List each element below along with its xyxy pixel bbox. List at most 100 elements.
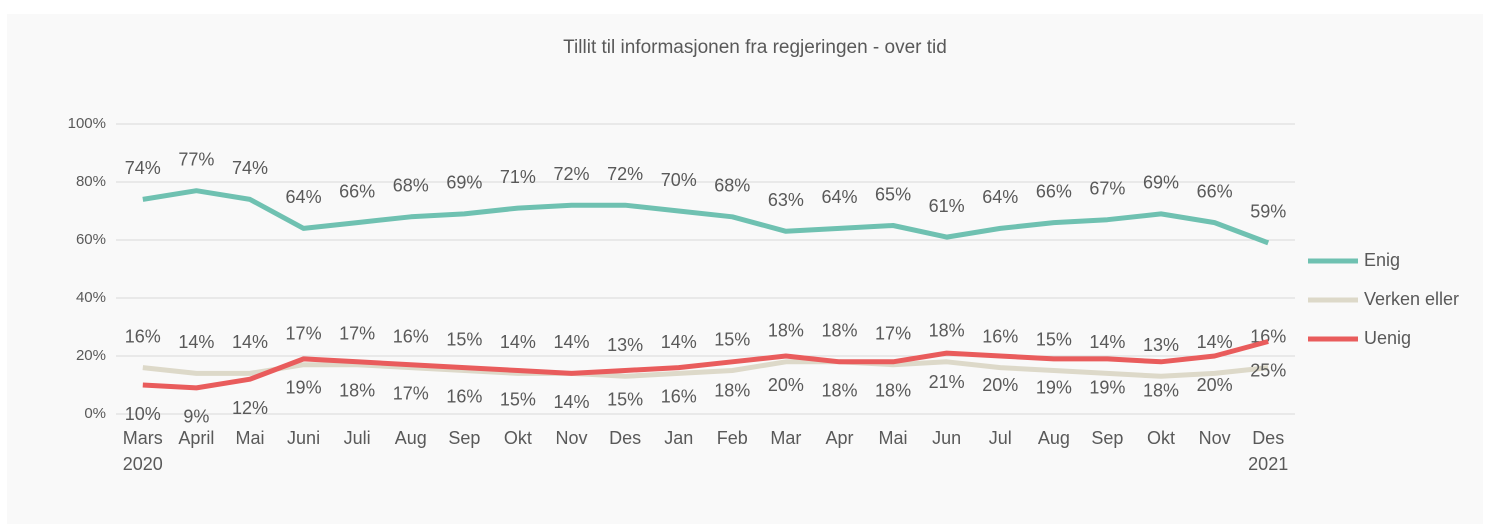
data-label: 61%	[929, 196, 965, 216]
x-tick-label: Jul	[989, 428, 1012, 448]
data-label: 17%	[875, 323, 911, 343]
data-label: 68%	[714, 176, 750, 196]
data-label: 14%	[554, 332, 590, 352]
y-tick-label: 60%	[76, 231, 106, 248]
data-label: 25%	[1250, 360, 1286, 380]
data-label: 17%	[393, 383, 429, 403]
data-label: 71%	[500, 167, 536, 187]
data-label: 14%	[554, 392, 590, 412]
data-label: 20%	[982, 375, 1018, 395]
x-tick-label: Mai	[879, 428, 908, 448]
x-tick-label: Feb	[717, 428, 748, 448]
data-label: 66%	[1036, 181, 1072, 201]
data-label: 18%	[714, 381, 750, 401]
data-label: 77%	[178, 149, 214, 169]
y-tick-label: 0%	[84, 405, 106, 422]
data-label: 66%	[1197, 181, 1233, 201]
x-tick-label: Jan	[664, 428, 693, 448]
data-label: 16%	[125, 326, 161, 346]
x-tick-label: Des	[1252, 428, 1284, 448]
series-line	[142, 188, 1270, 246]
data-label: 20%	[768, 375, 804, 395]
data-label: 14%	[1089, 332, 1125, 352]
data-label: 14%	[178, 332, 214, 352]
data-label: 16%	[393, 326, 429, 346]
data-label: 64%	[821, 187, 857, 207]
data-label: 74%	[125, 158, 161, 178]
data-label: 16%	[982, 326, 1018, 346]
data-label: 18%	[821, 381, 857, 401]
y-tick-label: 100%	[68, 115, 106, 132]
data-label: 67%	[1089, 178, 1125, 198]
data-label: 63%	[768, 190, 804, 210]
x-tick-label: Mars	[123, 428, 163, 448]
data-label: 19%	[286, 378, 322, 398]
data-label: 18%	[875, 381, 911, 401]
data-label: 65%	[875, 184, 911, 204]
data-label: 10%	[125, 404, 161, 424]
data-label: 18%	[1143, 381, 1179, 401]
data-label: 69%	[446, 173, 482, 193]
x-tick-label: Mar	[770, 428, 801, 448]
data-label: 19%	[1089, 378, 1125, 398]
data-label: 19%	[1036, 378, 1072, 398]
x-tick-label: Juli	[344, 428, 371, 448]
data-label: 15%	[1036, 329, 1072, 349]
data-label: 17%	[339, 323, 375, 343]
data-label: 70%	[661, 170, 697, 190]
x-tick-label: Sep	[1091, 428, 1123, 448]
data-label: 16%	[446, 386, 482, 406]
data-label: 68%	[393, 176, 429, 196]
y-tick-label: 80%	[76, 173, 106, 190]
x-tick-label: Nov	[1199, 428, 1231, 448]
x-tick-label: Okt	[504, 428, 532, 448]
data-label: 18%	[821, 321, 857, 341]
data-label: 20%	[1197, 375, 1233, 395]
x-tick-label: Sep	[448, 428, 480, 448]
legend-label: Uenig	[1364, 328, 1411, 348]
legend-label: Enig	[1364, 250, 1400, 270]
x-tick-label: Aug	[1038, 428, 1070, 448]
data-label: 18%	[339, 381, 375, 401]
data-label: 15%	[446, 329, 482, 349]
x-tick-label: 2021	[1248, 454, 1288, 474]
legend-label: Verken eller	[1364, 289, 1459, 309]
data-label: 21%	[929, 372, 965, 392]
x-tick-label: Mai	[235, 428, 264, 448]
y-tick-label: 40%	[76, 289, 106, 306]
data-label: 66%	[339, 181, 375, 201]
data-label: 72%	[607, 164, 643, 184]
x-tick-label: 2020	[123, 454, 163, 474]
data-label: 13%	[607, 335, 643, 355]
data-label: 69%	[1143, 173, 1179, 193]
data-label: 15%	[714, 329, 750, 349]
chart-background	[7, 14, 1483, 524]
x-tick-label: April	[178, 428, 214, 448]
data-label: 64%	[286, 187, 322, 207]
x-tick-label: Nov	[556, 428, 588, 448]
x-tick-label: Juni	[287, 428, 320, 448]
data-label: 74%	[232, 158, 268, 178]
data-label: 18%	[768, 321, 804, 341]
x-tick-label: Apr	[825, 428, 853, 448]
data-label: 13%	[1143, 335, 1179, 355]
data-label: 14%	[232, 332, 268, 352]
data-label: 17%	[286, 323, 322, 343]
data-label: 15%	[500, 389, 536, 409]
data-label: 59%	[1250, 202, 1286, 222]
data-label: 18%	[929, 321, 965, 341]
data-label: 64%	[982, 187, 1018, 207]
y-tick-label: 20%	[76, 347, 106, 364]
data-label: 16%	[661, 386, 697, 406]
data-label: 15%	[607, 389, 643, 409]
x-tick-label: Jun	[932, 428, 961, 448]
data-label: 14%	[1197, 332, 1233, 352]
data-label: 72%	[554, 164, 590, 184]
x-tick-label: Des	[609, 428, 641, 448]
x-tick-label: Aug	[395, 428, 427, 448]
data-label: 12%	[232, 398, 268, 418]
data-label: 14%	[500, 332, 536, 352]
series-line	[142, 359, 1269, 379]
chart-title: Tillit til informasjonen fra regjeringen…	[563, 37, 947, 58]
